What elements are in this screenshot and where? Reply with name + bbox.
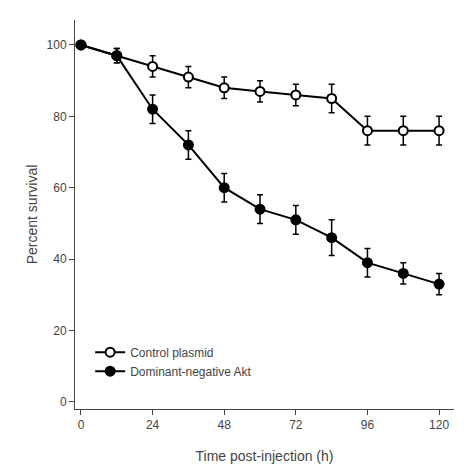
svg-text:Dominant-negative Akt: Dominant-negative Akt: [130, 365, 251, 379]
svg-text:0: 0: [78, 418, 85, 432]
svg-text:Percent survival: Percent survival: [24, 165, 40, 265]
svg-text:Control plasmid: Control plasmid: [130, 346, 213, 360]
svg-text:80: 80: [53, 110, 67, 124]
svg-text:48: 48: [218, 418, 232, 432]
svg-text:Time post-injection (h): Time post-injection (h): [196, 448, 334, 464]
svg-text:24: 24: [146, 418, 160, 432]
svg-text:100: 100: [47, 38, 67, 52]
svg-text:0: 0: [60, 395, 67, 409]
svg-text:40: 40: [53, 252, 67, 266]
svg-text:72: 72: [289, 418, 303, 432]
svg-text:60: 60: [53, 181, 67, 195]
svg-text:20: 20: [53, 324, 67, 338]
svg-text:120: 120: [429, 418, 449, 432]
svg-text:96: 96: [361, 418, 375, 432]
